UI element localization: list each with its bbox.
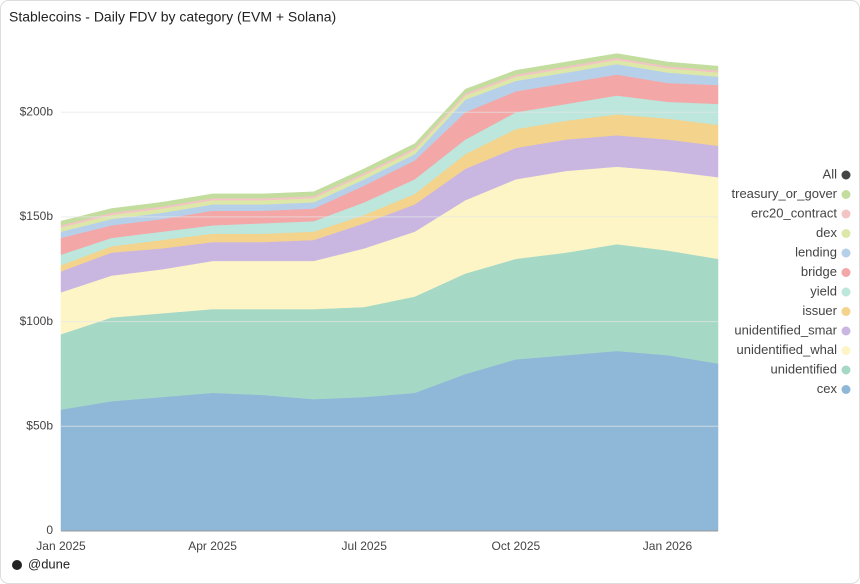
legend-swatch: [841, 190, 851, 199]
legend-label: unidentified: [771, 361, 838, 376]
y-tick-label: $50b: [26, 418, 53, 432]
legend-swatch: [841, 287, 851, 297]
y-tick-label: $100b: [20, 314, 54, 328]
y-tick-label: $200b: [20, 104, 54, 118]
logo: [12, 560, 22, 570]
x-tick-label: Jul 2025: [342, 539, 388, 553]
legend-swatch: [841, 365, 851, 375]
legend-label: lending: [795, 244, 837, 259]
legend-label: All: [823, 166, 838, 181]
legend-swatch: [841, 307, 851, 316]
legend-label: yield: [810, 283, 837, 298]
legend-swatch: [841, 248, 851, 258]
footer: @dune: [28, 556, 70, 571]
y-tick-label: $150b: [20, 209, 54, 223]
legend-label: unidentified_whal: [737, 342, 838, 357]
x-tick-label: Apr 2025: [188, 539, 237, 553]
legend-swatch: [841, 268, 851, 277]
legend-label: bridge: [801, 264, 837, 279]
y-tick-label: 0: [46, 523, 53, 537]
legend-swatch: [841, 326, 851, 336]
legend-swatch: [841, 346, 851, 355]
x-tick-label: Jan 2025: [36, 539, 86, 553]
legend-label: treasury_or_gover: [732, 186, 838, 201]
legend-label: unidentified_smar: [734, 322, 837, 337]
legend-label: issuer: [802, 303, 837, 318]
legend-label: dex: [816, 225, 837, 240]
area: [60, 53, 719, 226]
legend-swatch: [841, 385, 851, 394]
legend-swatch: [841, 170, 851, 180]
x-tick-label: Jan 2026: [643, 539, 693, 553]
legend-swatch: [841, 229, 851, 238]
x-tick-label: Oct 2025: [491, 539, 540, 553]
legend-label: cex: [817, 381, 838, 396]
chart-title: Stablecoins - Daily FDV by category (EVM…: [9, 9, 336, 25]
legend-label: erc20_contract: [751, 205, 837, 220]
legend-swatch: [841, 209, 851, 219]
